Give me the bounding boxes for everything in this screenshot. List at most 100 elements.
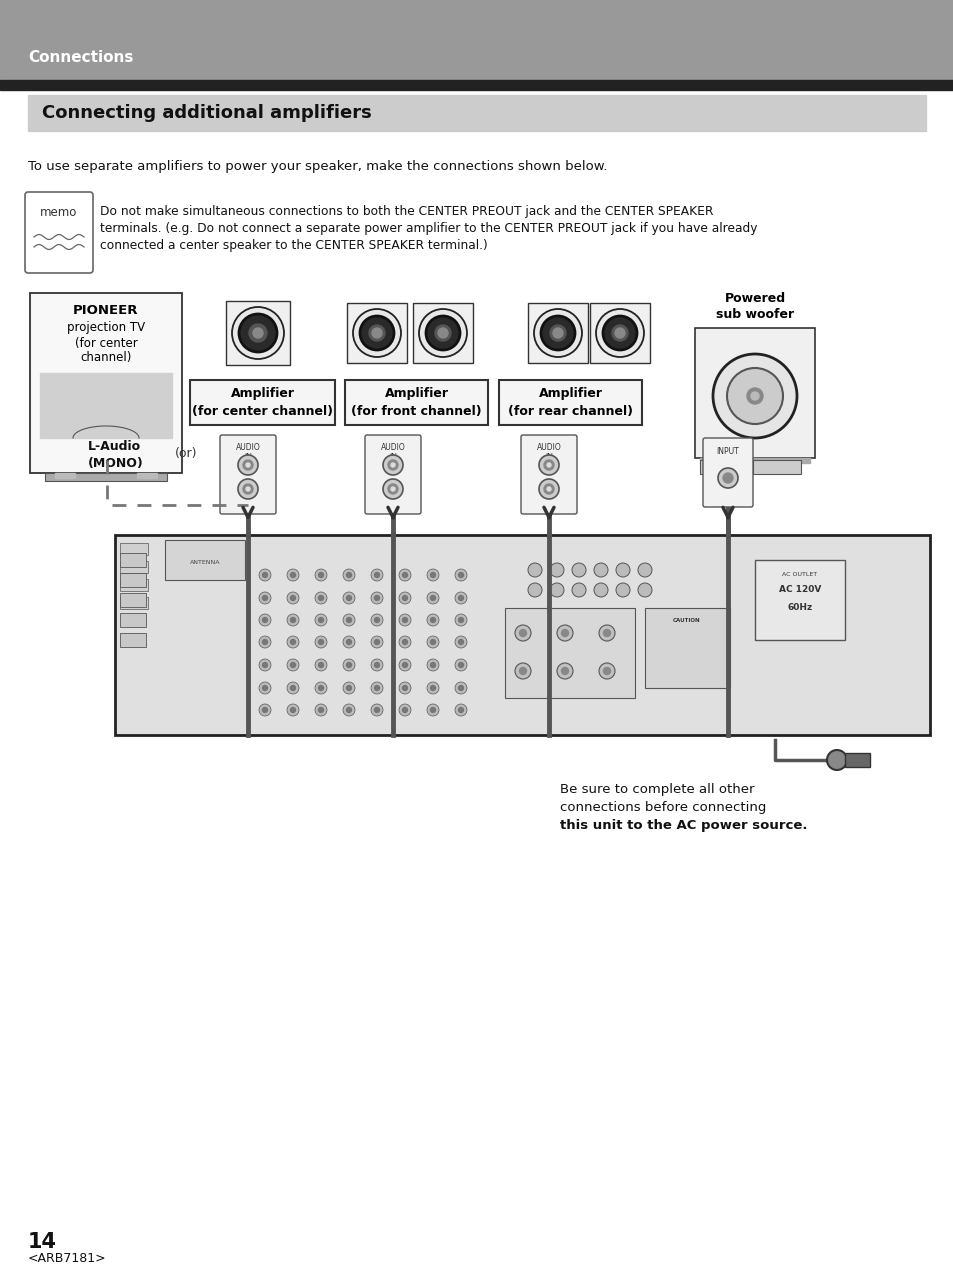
- Circle shape: [602, 316, 637, 350]
- Circle shape: [253, 327, 263, 338]
- Circle shape: [458, 618, 463, 623]
- Circle shape: [343, 659, 355, 671]
- Circle shape: [455, 614, 467, 626]
- Bar: [190, 380, 335, 426]
- Circle shape: [318, 685, 323, 691]
- Circle shape: [437, 327, 448, 338]
- Circle shape: [375, 572, 379, 577]
- Bar: [347, 303, 407, 363]
- Circle shape: [519, 629, 526, 637]
- Circle shape: [598, 626, 615, 641]
- Circle shape: [239, 313, 276, 352]
- Circle shape: [427, 592, 438, 604]
- Circle shape: [314, 614, 327, 626]
- Bar: [695, 327, 814, 457]
- Text: L-Audio: L-Audio: [88, 441, 141, 454]
- Circle shape: [343, 592, 355, 604]
- Circle shape: [287, 569, 298, 581]
- Circle shape: [314, 682, 327, 694]
- Bar: [120, 578, 148, 591]
- Bar: [498, 380, 641, 426]
- Circle shape: [398, 592, 411, 604]
- Circle shape: [371, 682, 382, 694]
- Circle shape: [712, 354, 796, 438]
- Text: IN: IN: [244, 454, 252, 462]
- Circle shape: [718, 468, 738, 488]
- Circle shape: [826, 750, 846, 769]
- Circle shape: [557, 626, 573, 641]
- FancyBboxPatch shape: [520, 434, 577, 513]
- Bar: [413, 303, 473, 363]
- Circle shape: [371, 614, 382, 626]
- Bar: [120, 553, 146, 567]
- Bar: [120, 613, 146, 627]
- Bar: [345, 380, 488, 426]
- Circle shape: [287, 614, 298, 626]
- Circle shape: [375, 685, 379, 691]
- Circle shape: [398, 569, 411, 581]
- Bar: [120, 573, 146, 587]
- Circle shape: [375, 662, 379, 668]
- Circle shape: [612, 325, 627, 341]
- Circle shape: [430, 707, 435, 712]
- Circle shape: [346, 685, 351, 691]
- Circle shape: [258, 614, 271, 626]
- Circle shape: [314, 636, 327, 648]
- Bar: [0, 0, 953, 80]
- Bar: [30, 293, 182, 473]
- Circle shape: [287, 659, 298, 671]
- Circle shape: [638, 583, 651, 598]
- Circle shape: [375, 707, 379, 712]
- Circle shape: [596, 310, 643, 357]
- Circle shape: [418, 310, 467, 357]
- Text: Do not make simultaneous connections to both the CENTER PREOUT jack and the CENT: Do not make simultaneous connections to …: [100, 205, 713, 218]
- Circle shape: [343, 614, 355, 626]
- Circle shape: [388, 484, 397, 494]
- Bar: [115, 535, 929, 735]
- Text: channel): channel): [80, 352, 132, 364]
- Bar: [700, 457, 809, 462]
- Circle shape: [314, 659, 327, 671]
- Circle shape: [262, 595, 267, 600]
- Circle shape: [262, 618, 267, 623]
- Circle shape: [287, 682, 298, 694]
- Circle shape: [258, 659, 271, 671]
- Circle shape: [430, 685, 435, 691]
- Circle shape: [371, 636, 382, 648]
- Text: CAUTION: CAUTION: [673, 618, 700, 623]
- Text: projection TV: projection TV: [67, 321, 145, 334]
- Text: PIONEER: PIONEER: [73, 304, 138, 317]
- Bar: [120, 543, 148, 555]
- FancyBboxPatch shape: [365, 434, 420, 513]
- Circle shape: [291, 572, 295, 577]
- Text: Amplifier: Amplifier: [384, 387, 448, 400]
- Circle shape: [246, 487, 250, 490]
- Text: INPUT: INPUT: [716, 447, 739, 456]
- Circle shape: [426, 316, 459, 350]
- Circle shape: [391, 462, 395, 468]
- Bar: [700, 460, 747, 474]
- Circle shape: [722, 473, 732, 483]
- Circle shape: [615, 327, 624, 338]
- Circle shape: [550, 583, 563, 598]
- Bar: [120, 633, 146, 647]
- Circle shape: [237, 479, 257, 499]
- FancyBboxPatch shape: [220, 434, 275, 513]
- Text: AC 120V: AC 120V: [778, 586, 821, 595]
- Circle shape: [359, 316, 394, 350]
- Bar: [754, 561, 844, 640]
- Circle shape: [572, 563, 585, 577]
- Circle shape: [527, 583, 541, 598]
- Circle shape: [534, 310, 581, 357]
- Circle shape: [343, 636, 355, 648]
- Circle shape: [291, 707, 295, 712]
- Text: AC OUTLET: AC OUTLET: [781, 572, 817, 577]
- Text: AUDIO: AUDIO: [380, 442, 405, 451]
- Bar: [527, 303, 587, 363]
- Circle shape: [318, 640, 323, 645]
- Text: sub woofer: sub woofer: [715, 308, 793, 321]
- Circle shape: [594, 583, 607, 598]
- Circle shape: [246, 462, 250, 468]
- Circle shape: [598, 662, 615, 679]
- Circle shape: [372, 327, 381, 338]
